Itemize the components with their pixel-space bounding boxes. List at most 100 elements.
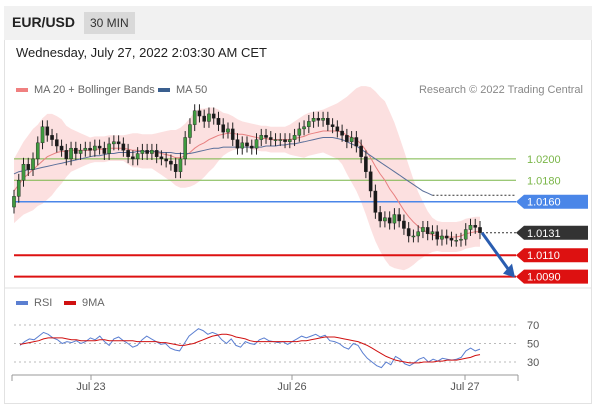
candle-body [202, 115, 207, 122]
forecast-arrow-line [480, 231, 512, 273]
candle [35, 136, 40, 166]
candle [283, 133, 287, 149]
candle [97, 139, 102, 155]
candle [254, 133, 259, 155]
candle [50, 128, 54, 147]
candle [121, 137, 126, 157]
candle [392, 208, 397, 230]
candle-body [188, 124, 192, 138]
candle-body [292, 135, 297, 140]
candle-body [349, 137, 354, 142]
candle [330, 118, 335, 134]
candle-body [12, 196, 16, 208]
candle [440, 229, 444, 246]
candle [245, 136, 249, 153]
candle-body [83, 147, 88, 151]
candle-body [463, 229, 468, 240]
candle [473, 218, 478, 234]
candle-body [459, 238, 463, 241]
candle-body [373, 190, 378, 213]
x-tick-label: Jul 26 [277, 381, 306, 393]
candle [211, 107, 216, 125]
candle [21, 157, 26, 187]
candle-body [287, 139, 292, 142]
candle-body [116, 141, 121, 145]
level-label-1.0110: 1.0110 [527, 250, 560, 262]
candle [268, 131, 273, 147]
candle [112, 135, 116, 151]
candle-body [259, 135, 264, 140]
candle [383, 211, 387, 228]
candle [478, 220, 482, 240]
candle-body [54, 139, 59, 147]
candle-body [169, 160, 173, 165]
candle-body [392, 214, 397, 224]
candle-body [173, 164, 178, 172]
level-label-1.0160: 1.0160 [527, 197, 561, 209]
candle [316, 111, 321, 127]
candle-body [321, 117, 325, 121]
legend-rsi: RSI [16, 297, 52, 309]
candle-body [140, 150, 145, 154]
candle-body [78, 150, 83, 154]
timeframe-badge[interactable]: 30 MIN [84, 12, 135, 34]
candle-body [74, 147, 78, 154]
candle-body [402, 220, 406, 229]
rsi-tick-30: 30 [527, 357, 539, 369]
candle-body [159, 156, 164, 160]
candle-body [64, 150, 69, 160]
candle [311, 111, 316, 128]
candle [326, 111, 330, 132]
candle-body [354, 137, 359, 147]
candle-body [387, 217, 392, 224]
candle-body [183, 137, 187, 160]
candle-body [468, 225, 473, 230]
candle-body [35, 142, 40, 160]
candle [302, 120, 306, 136]
candle-body [316, 117, 321, 121]
candle-body [297, 128, 302, 136]
candle [202, 109, 207, 128]
candle-body [473, 225, 478, 228]
rsi-swatch [16, 301, 28, 306]
candle [188, 118, 192, 144]
candle-body [97, 145, 102, 149]
candle [345, 128, 349, 149]
candle [354, 131, 359, 153]
candle-body [88, 147, 92, 151]
candle-body [16, 180, 21, 197]
candle-body [245, 142, 249, 147]
candle [221, 118, 226, 139]
candle [378, 205, 382, 228]
candle [16, 173, 21, 203]
candle [192, 104, 197, 132]
level-label-1.0131: 1.0131 [527, 228, 561, 240]
candle-body [135, 153, 140, 160]
candle [173, 157, 178, 179]
candle-body [59, 145, 64, 151]
candle [31, 152, 35, 177]
level-label-1.0200: 1.0200 [527, 154, 561, 166]
candle-body [131, 156, 135, 160]
candle-body [102, 147, 107, 154]
candle [387, 211, 392, 230]
candle [406, 222, 411, 243]
candle-body [230, 128, 235, 140]
candle [235, 133, 240, 155]
candle-body [378, 212, 382, 222]
legend-ma20: MA 20 + Bollinger Bands [16, 84, 155, 96]
candle-body [440, 235, 444, 240]
candle-body [264, 135, 268, 138]
candle-body [364, 156, 368, 172]
candle [183, 131, 187, 166]
candle-body [444, 235, 449, 239]
candle [335, 120, 340, 138]
datetime-label: Wednesday, July 27, 2022 2:03:30 AM CET [16, 45, 267, 60]
candle-body [478, 227, 482, 233]
bollinger-band [14, 86, 480, 271]
candle [140, 143, 145, 160]
candle [449, 231, 454, 247]
candle [402, 214, 406, 235]
candle-body [311, 117, 316, 122]
candle-body [335, 126, 340, 132]
